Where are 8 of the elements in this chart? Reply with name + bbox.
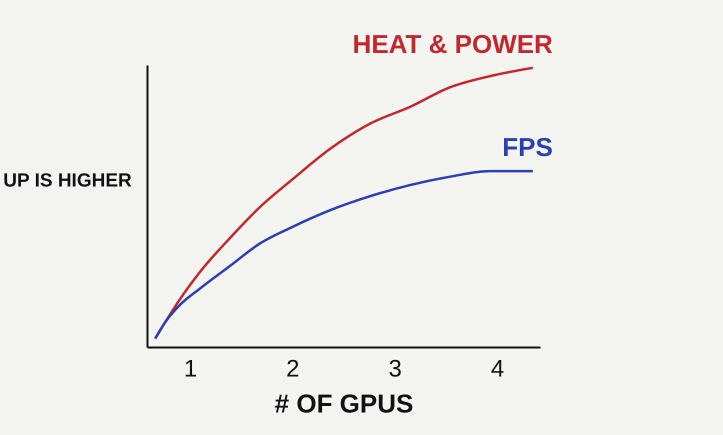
series-label: HEAT & POWER bbox=[352, 28, 554, 59]
x-tick-label: 2 bbox=[286, 356, 300, 382]
x-axis-title: # OF GPUS bbox=[274, 388, 414, 418]
x-tick-label: 3 bbox=[388, 356, 402, 382]
x-tick-label: 4 bbox=[490, 356, 504, 382]
series-label: FPS bbox=[502, 132, 553, 162]
y-axis-title: UP IS HIGHER bbox=[3, 170, 132, 192]
x-tick-label: 1 bbox=[184, 356, 198, 382]
